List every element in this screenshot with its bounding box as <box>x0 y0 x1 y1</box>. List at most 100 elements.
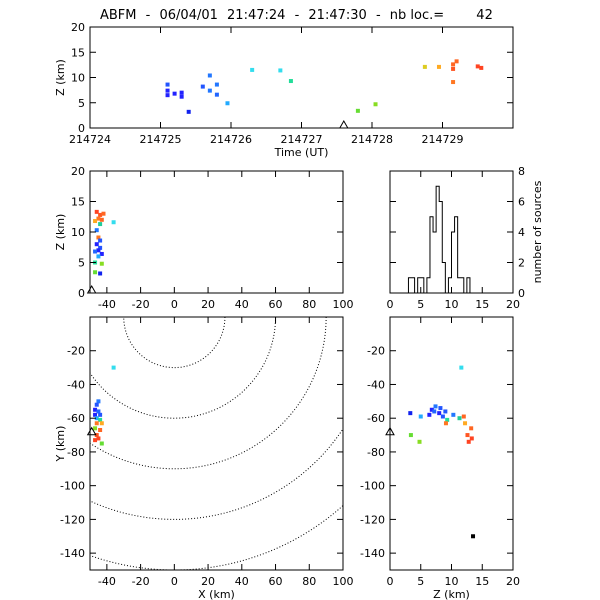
y-tick-label: 10 <box>71 226 85 239</box>
title-date: 06/04/01 <box>160 8 218 23</box>
y-tick-label: 0 <box>78 122 85 135</box>
data-point <box>98 212 103 217</box>
data-point <box>373 102 378 107</box>
data-point <box>207 88 212 93</box>
x-tick-label: 15 <box>475 298 489 311</box>
x-tick-label: -40 <box>98 575 116 588</box>
data-point <box>186 109 191 114</box>
panel-frame <box>89 316 344 571</box>
data-point <box>101 211 106 216</box>
data-point <box>461 414 466 419</box>
title-sep-2: - <box>295 8 300 23</box>
data-point <box>408 433 413 438</box>
data-point <box>422 64 427 69</box>
x-tick-label: 80 <box>302 298 316 311</box>
x-tick-label: 214724 <box>69 133 111 146</box>
data-point <box>93 407 98 412</box>
data-point <box>451 412 456 417</box>
data-point <box>207 73 212 78</box>
x-tick-label: 0 <box>171 298 178 311</box>
data-point <box>471 534 476 539</box>
y-tick-label: -80 <box>67 446 85 459</box>
data-point <box>93 426 98 431</box>
data-point <box>94 242 99 247</box>
y-tick-label: -100 <box>60 480 85 493</box>
data-point <box>94 402 99 407</box>
data-point <box>469 426 474 431</box>
data-point <box>417 439 422 444</box>
x-tick-label: 20 <box>506 298 520 311</box>
data-point <box>225 101 230 106</box>
data-point <box>99 251 104 256</box>
panel-height-y: 0 5 10 15 20 -140 -120 -100 -80 -60 -40 -20 Z (km) <box>360 316 520 600</box>
y-tick-label: 8 <box>518 165 525 178</box>
data-point <box>99 421 104 426</box>
data-point <box>179 94 184 99</box>
data-point <box>408 411 413 416</box>
title-nb-label: nb loc.= <box>390 8 444 23</box>
data-point <box>96 248 101 253</box>
data-point <box>96 409 101 414</box>
data-point <box>98 222 103 227</box>
data-point <box>429 407 434 412</box>
x-tick-label: 40 <box>235 575 249 588</box>
data-point <box>475 64 480 69</box>
data-point <box>165 82 170 87</box>
y-tick-label: -20 <box>67 345 85 358</box>
x-axis-label: X (km) <box>198 588 235 600</box>
data-point <box>93 438 98 443</box>
data-point <box>93 412 98 417</box>
y-tick-label: 5 <box>78 257 85 270</box>
data-point <box>445 417 450 422</box>
y-tick-label: 0 <box>518 287 525 300</box>
data-point <box>465 433 470 438</box>
title-sep-3: - <box>376 8 381 23</box>
data-point <box>94 416 99 421</box>
panel-time-height: 214724 214725 214726 214727 214728 214729 0 5 10… <box>54 21 514 159</box>
data-point <box>111 365 116 370</box>
data-point <box>433 404 438 409</box>
data-point <box>443 421 448 426</box>
x-tick-label: 214729 <box>422 133 464 146</box>
y-tick-label: -60 <box>67 412 85 425</box>
panels-group: 214724 214725 214726 214727 214728 214729 0 5 10… <box>54 21 544 600</box>
title-time-end: 21:47:30 <box>308 8 366 23</box>
y-tick-label: -100 <box>360 480 385 493</box>
data-point <box>250 67 255 72</box>
data-point <box>93 270 98 275</box>
x-axis-label: Z (km) <box>433 588 470 600</box>
data-point <box>179 90 184 95</box>
data-point <box>463 421 468 426</box>
title-time-start: 21:47:24 <box>227 8 285 23</box>
data-point <box>443 409 448 414</box>
x-tick-label: 214725 <box>140 133 182 146</box>
title-nb-value: 42 <box>476 8 493 23</box>
panel-frame <box>89 170 344 294</box>
x-tick-label: 15 <box>475 575 489 588</box>
data-point <box>165 88 170 93</box>
data-point <box>418 414 423 419</box>
panel-frame <box>89 26 514 129</box>
y-tick-label: 15 <box>71 196 85 209</box>
data-point <box>94 228 99 233</box>
y-tick-label: -20 <box>367 345 385 358</box>
data-point <box>427 412 432 417</box>
data-point <box>438 406 443 411</box>
data-point <box>454 59 459 64</box>
data-point <box>96 235 101 240</box>
data-point <box>459 365 464 370</box>
y-tick-label: -120 <box>360 513 385 526</box>
data-point <box>96 399 101 404</box>
histogram-step-line <box>407 185 471 294</box>
x-tick-label: -40 <box>98 298 116 311</box>
data-point <box>98 417 103 422</box>
data-point <box>165 93 170 98</box>
x-tick-label: 20 <box>201 575 215 588</box>
y-tick-label: -40 <box>67 378 85 391</box>
x-tick-label: 0 <box>387 298 394 311</box>
x-tick-label: 10 <box>445 298 459 311</box>
x-tick-label: 80 <box>302 575 316 588</box>
data-point <box>457 416 462 421</box>
panel-plan-view: -40 -20 0 20 40 60 80 100 -140 -120 -100 -80 -60 -40 -… <box>54 316 354 600</box>
